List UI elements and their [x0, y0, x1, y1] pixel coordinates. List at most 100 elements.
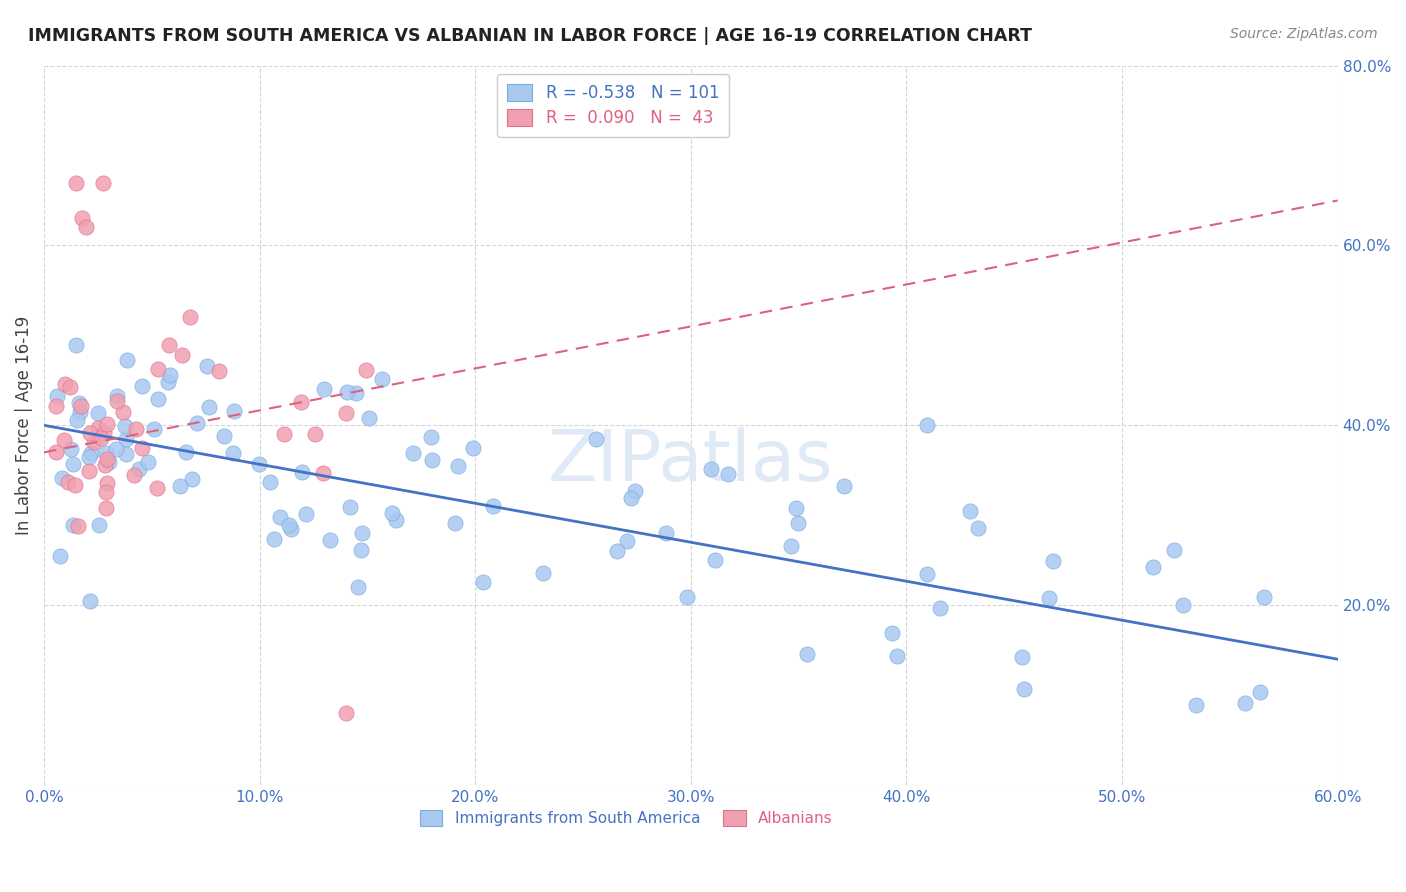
Point — [339, 500, 361, 515]
Point — [105, 389, 128, 403]
Point — [222, 404, 245, 418]
Point — [606, 544, 628, 558]
Point — [186, 416, 208, 430]
Point — [115, 446, 138, 460]
Point — [49, 549, 72, 563]
Point — [62, 457, 84, 471]
Point — [1253, 591, 1275, 605]
Point — [354, 363, 377, 377]
Point — [280, 523, 302, 537]
Point — [195, 359, 218, 374]
Point — [112, 405, 135, 419]
Point — [350, 526, 373, 541]
Point — [312, 382, 335, 396]
Point — [51, 471, 73, 485]
Point — [198, 400, 221, 414]
Point — [59, 380, 82, 394]
Point — [80, 446, 103, 460]
Point — [142, 422, 165, 436]
Point — [344, 386, 367, 401]
Point — [1014, 681, 1036, 696]
Point — [259, 475, 281, 490]
Point — [94, 485, 117, 500]
Point — [87, 421, 110, 435]
Point — [959, 504, 981, 518]
Point — [63, 478, 86, 492]
Point — [624, 484, 647, 499]
Point — [966, 521, 988, 535]
Point — [304, 427, 326, 442]
Point — [56, 475, 79, 490]
Point — [447, 459, 470, 474]
Point — [381, 506, 404, 520]
Point — [114, 419, 136, 434]
Point — [60, 442, 83, 456]
Point — [96, 417, 118, 431]
Point — [172, 348, 194, 362]
Point — [1011, 649, 1033, 664]
Point — [105, 393, 128, 408]
Point — [1038, 591, 1060, 605]
Point — [886, 649, 908, 664]
Point — [620, 491, 643, 506]
Point — [83, 435, 105, 450]
Point — [62, 517, 84, 532]
Point — [531, 566, 554, 581]
Point — [117, 353, 139, 368]
Point — [53, 434, 76, 448]
Point — [94, 458, 117, 472]
Point — [278, 518, 301, 533]
Point — [159, 368, 181, 383]
Point — [66, 413, 89, 427]
Point — [146, 481, 169, 495]
Point — [125, 422, 148, 436]
Point — [1249, 685, 1271, 699]
Point — [128, 462, 150, 476]
Point — [585, 432, 607, 446]
Point — [263, 533, 285, 547]
Point — [1184, 698, 1206, 712]
Point — [1233, 696, 1256, 710]
Point — [131, 442, 153, 456]
Point — [181, 472, 204, 486]
Point — [247, 457, 270, 471]
Point — [96, 500, 118, 515]
Point — [79, 450, 101, 464]
Point — [335, 407, 357, 421]
Point — [1142, 559, 1164, 574]
Point — [295, 507, 318, 521]
Point — [157, 338, 180, 352]
Y-axis label: In Labor Force | Age 16-19: In Labor Force | Age 16-19 — [15, 316, 32, 535]
Point — [45, 399, 67, 413]
Legend: Immigrants from South America, Albanians: Immigrants from South America, Albanians — [411, 801, 842, 835]
Point — [654, 525, 676, 540]
Point — [156, 375, 179, 389]
Point — [359, 411, 381, 425]
Point — [335, 706, 357, 720]
Point — [136, 455, 159, 469]
Point — [69, 405, 91, 419]
Point — [45, 445, 67, 459]
Point — [786, 516, 808, 530]
Text: IMMIGRANTS FROM SOUTH AMERICA VS ALBANIAN IN LABOR FORCE | AGE 16-19 CORRELATION: IMMIGRANTS FROM SOUTH AMERICA VS ALBANIA… — [28, 27, 1032, 45]
Point — [796, 647, 818, 661]
Point — [717, 467, 740, 481]
Point — [929, 600, 952, 615]
Point — [169, 479, 191, 493]
Text: ZIPatlas: ZIPatlas — [548, 426, 834, 496]
Point — [212, 429, 235, 443]
Point — [46, 389, 69, 403]
Point — [336, 385, 359, 400]
Text: Source: ZipAtlas.com: Source: ZipAtlas.com — [1230, 27, 1378, 41]
Point — [221, 446, 243, 460]
Point — [420, 453, 443, 467]
Point — [87, 406, 110, 420]
Point — [104, 442, 127, 456]
Point — [312, 466, 335, 480]
Point — [90, 431, 112, 445]
Point — [79, 593, 101, 607]
Point — [77, 464, 100, 478]
Point — [675, 591, 697, 605]
Point — [94, 446, 117, 460]
Point — [444, 516, 467, 530]
